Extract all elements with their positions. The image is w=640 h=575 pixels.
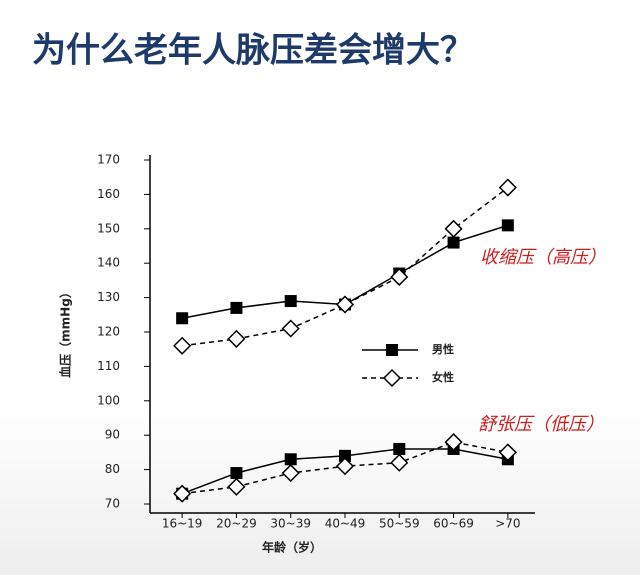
point (281, 463, 300, 483)
point (498, 443, 517, 462)
point (444, 219, 463, 238)
x-tick-label: 40~49 (325, 517, 366, 531)
y-axis-label: 血压（mmHg） (58, 286, 73, 378)
point (447, 236, 460, 249)
y-tick-label: 140 (97, 256, 120, 270)
point (230, 301, 243, 314)
y-tick-label: 120 (97, 325, 120, 339)
y-tick-label: 90 (105, 428, 120, 442)
point (339, 449, 351, 462)
point (498, 178, 517, 197)
x-tick-label: 30~39 (270, 517, 311, 531)
y-tick-label: 70 (105, 497, 120, 511)
legend-marker (386, 344, 398, 356)
legend-marker (382, 368, 402, 388)
point (173, 484, 192, 503)
legend-label: 男性 (432, 342, 454, 356)
point (444, 433, 463, 452)
legend-label: 女性 (432, 370, 454, 384)
point (501, 219, 514, 232)
line (182, 186, 509, 347)
x-tick-label: 60~69 (433, 517, 474, 531)
y-tick-label: 110 (97, 359, 120, 373)
point (390, 453, 409, 472)
x-tick-label: 16~19 (162, 517, 203, 531)
y-tick-label: 150 (97, 221, 120, 235)
point (284, 453, 297, 466)
point (335, 457, 355, 476)
point (227, 477, 246, 496)
annotation: 舒张压（低压） (478, 414, 604, 435)
y-tick-label: 130 (97, 290, 120, 304)
annotation: 收缩压（高压） (480, 247, 606, 268)
point (176, 312, 189, 325)
y-tick-label: 160 (97, 187, 120, 201)
point (281, 319, 300, 338)
point (227, 329, 246, 348)
y-tick-label: 80 (105, 462, 120, 476)
point (393, 442, 406, 455)
y-tick-label: 100 (97, 393, 120, 407)
point (390, 267, 409, 287)
point (284, 295, 297, 308)
x-tick-label: 50~59 (379, 517, 420, 531)
point (335, 295, 355, 314)
y-tick-label: 170 (97, 153, 120, 167)
x-tick-label: 20~29 (216, 517, 257, 531)
point (173, 336, 192, 355)
x-tick-label: >70 (495, 517, 520, 531)
x-axis-label: 年龄（岁） (262, 540, 322, 555)
title: 为什么老年人脉压差会增大？ (32, 31, 474, 71)
point (230, 467, 243, 480)
